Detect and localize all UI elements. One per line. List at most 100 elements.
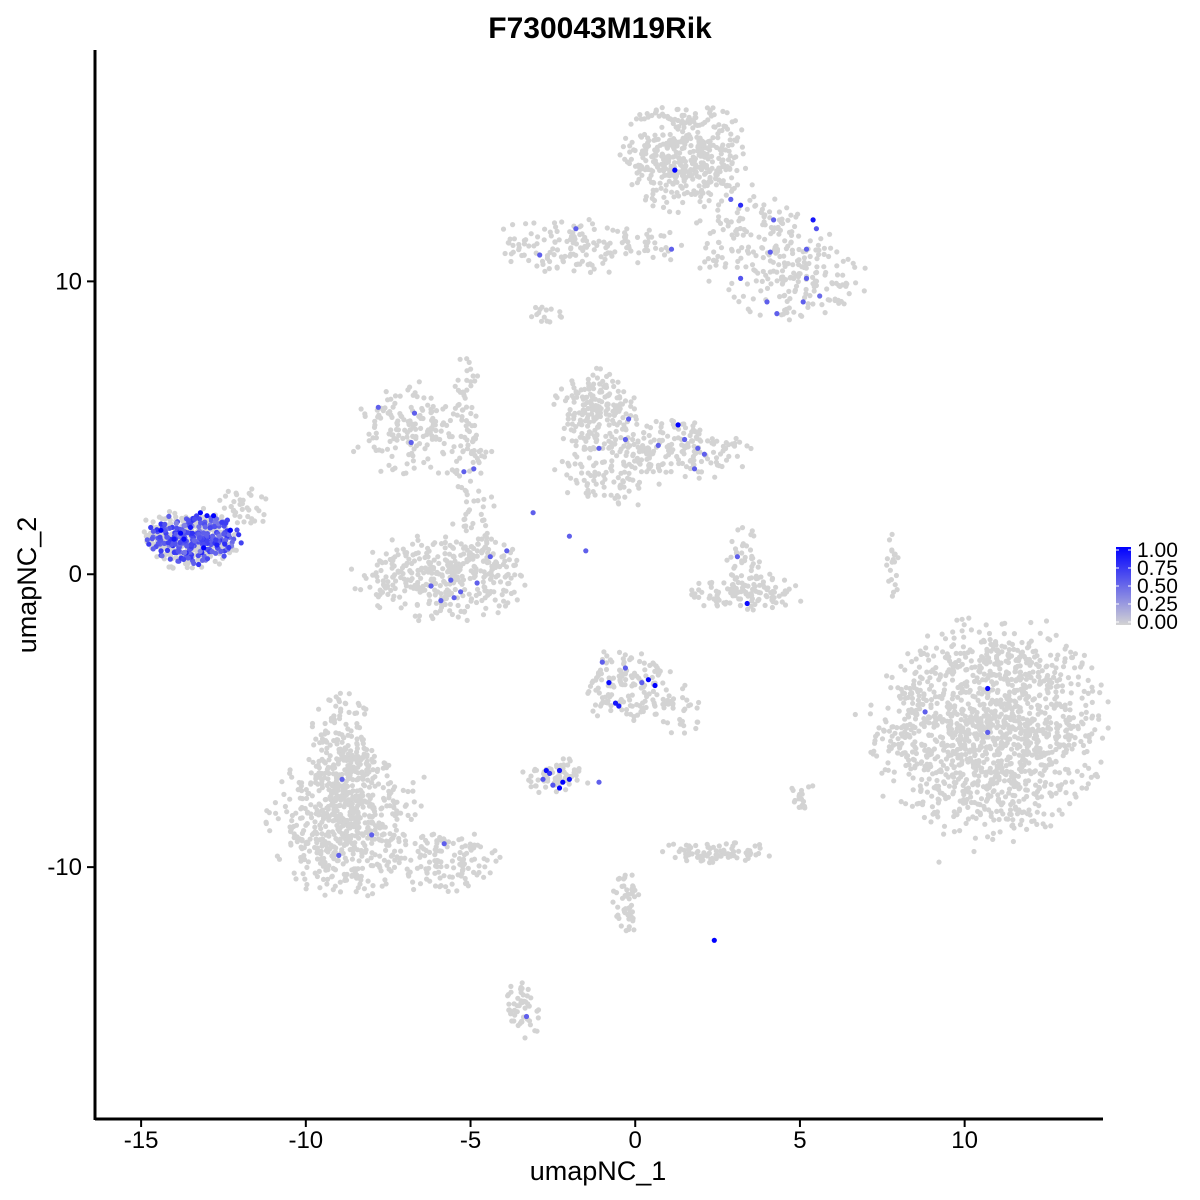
cell-point [1017,743,1023,750]
cell-point [410,552,416,558]
cell-point [664,158,670,164]
cell-point [403,562,409,569]
cell-point [1096,713,1102,719]
cell-point [1089,665,1095,671]
cell-point [898,799,904,805]
cell-point [919,802,926,808]
cell-point [618,923,624,929]
cell-point [476,863,482,869]
cell-point [698,438,704,444]
cell-point [649,674,655,681]
cell-point [363,761,369,767]
cell-point [596,471,602,477]
cell-point [592,427,598,433]
cell-point [1024,826,1030,833]
cell-point [333,845,339,851]
cell-point [330,766,336,772]
cell-point [569,438,575,444]
cell-point [432,422,438,428]
cell-point [384,773,390,779]
cell-point [991,817,997,823]
cell-point [660,696,666,703]
cell-point [713,258,719,264]
cell-point [451,865,457,871]
cell-point [785,217,791,223]
cell-point [886,744,893,750]
cell-point [430,615,436,622]
cell-point [1048,823,1054,829]
cell-point [348,728,354,734]
cell-point [625,239,631,245]
cell-point [988,671,994,677]
cell-point [884,673,890,679]
cell-point [928,704,934,711]
cell-point [388,868,394,874]
cell-point [1049,812,1055,818]
cell-point [454,888,460,894]
cell-point [710,229,717,235]
cell-point [1094,774,1101,780]
cell-point [927,686,933,692]
cell-point [610,378,616,384]
cell-point [447,581,453,587]
cell-point [924,781,930,787]
cell-point [880,793,886,799]
cell-point [143,517,149,523]
cell-point [489,850,495,856]
cell-point [623,135,629,141]
cell-point [317,740,323,746]
cell-point [601,484,607,490]
cell-point [364,858,370,864]
cell-point [321,758,327,765]
cell-point [390,467,396,473]
cell-point [510,242,516,248]
cell-point [416,613,423,619]
cell-point [586,455,593,461]
cell-point [380,578,386,584]
cell-point [337,690,343,696]
cell-point [829,280,835,286]
cell-point [564,395,570,401]
cell-point [821,264,827,270]
cell-point [715,135,721,141]
cell-point [665,433,671,439]
cell-point [565,762,571,768]
cell-point [984,756,990,762]
cell-point [1084,748,1090,755]
cell-point [334,786,340,792]
cell-point [608,444,615,450]
cell-point [742,554,748,561]
cell-point [593,677,599,683]
cell-point [369,840,375,846]
cell-point [726,287,732,293]
cell-point [801,255,808,261]
cell-point [302,876,308,882]
cell-point [725,219,731,225]
cell-point [1019,639,1025,646]
cell-point [610,417,616,424]
cell-point [706,850,712,856]
cell-point [345,763,351,769]
cell-point [941,823,948,829]
cell-point [974,736,980,742]
cell-point [394,816,400,822]
cell-point [300,871,306,877]
cell-point [788,212,794,218]
cell-point [1068,649,1074,655]
cell-point [447,874,453,880]
cell-point [568,233,575,239]
cell-point [845,256,851,262]
cell-point [618,482,624,488]
cell-point [660,204,667,210]
cell-point [460,577,467,583]
cell-point [935,754,941,760]
cell-point [387,438,393,444]
cell-point [389,414,395,420]
cell-point [731,294,737,300]
cell-point [1069,746,1075,752]
cell-point [589,394,595,400]
cell-point [716,202,722,208]
cell-point [960,688,967,695]
cell-point [707,264,713,270]
cell-point [409,570,415,576]
